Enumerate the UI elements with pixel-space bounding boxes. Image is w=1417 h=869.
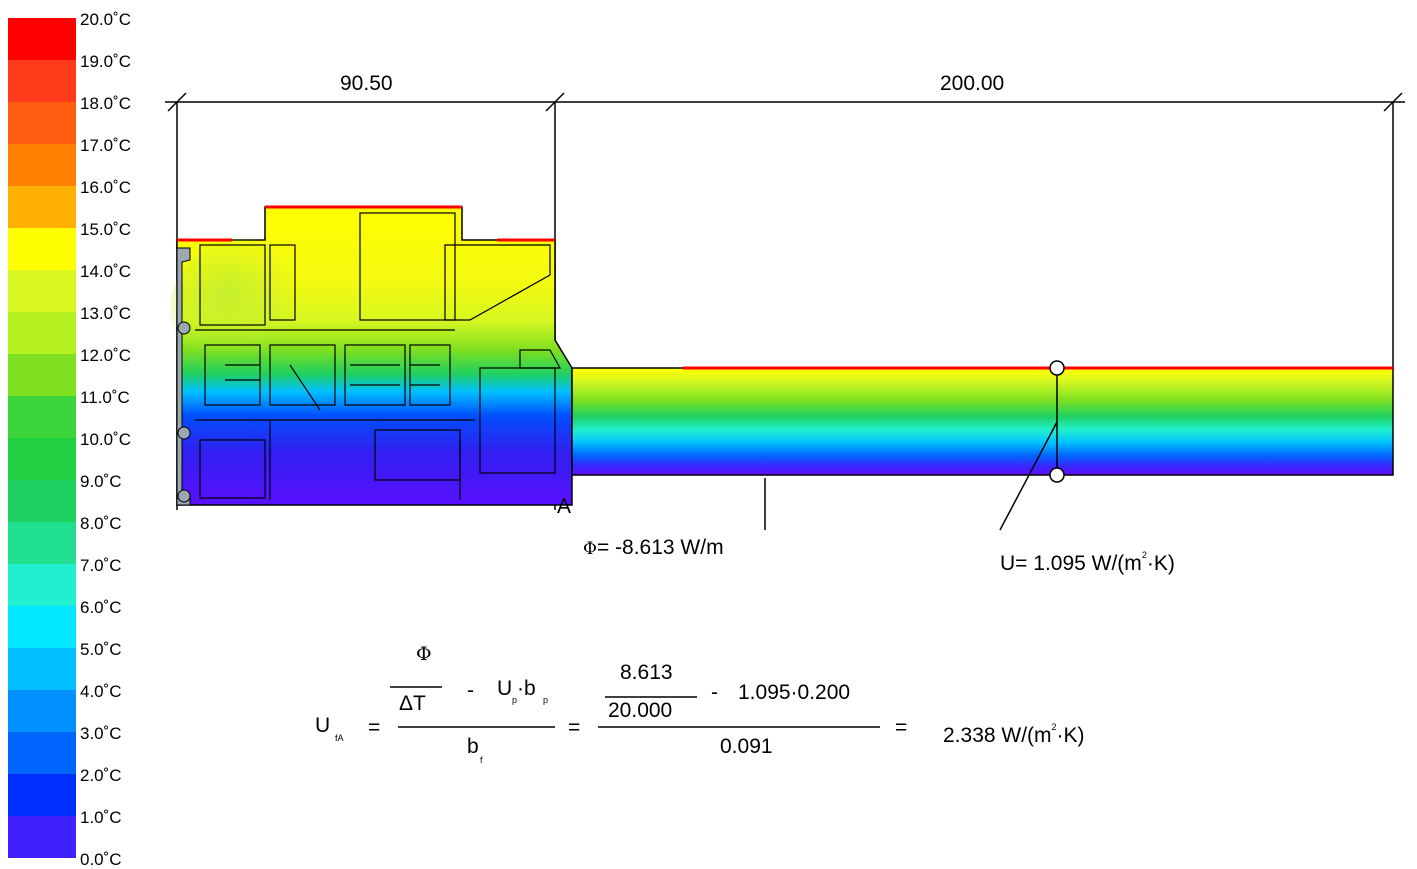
legend-swatch	[8, 816, 76, 858]
formula-bf: b	[467, 735, 479, 758]
legend-swatch	[8, 312, 76, 354]
point-a-label: A	[557, 495, 572, 518]
legend-swatch	[8, 606, 76, 648]
legend-swatch	[8, 564, 76, 606]
legend-label: 15.0˚C	[80, 220, 132, 239]
legend-label: 9.0˚C	[80, 472, 122, 491]
frame-width-dimension: 90.50	[340, 72, 393, 95]
formula-bp-subscript: p	[543, 695, 549, 705]
formula-result-exponent: 2	[1051, 722, 1057, 732]
legend-swatch	[8, 732, 76, 774]
legend-swatch	[8, 102, 76, 144]
formula-n4: 0.091	[720, 735, 773, 758]
insulation-panel	[571, 366, 1394, 476]
legend-label: 18.0˚C	[80, 94, 132, 113]
formula-equals-2: =	[568, 716, 581, 739]
legend-label: 2.0˚C	[80, 766, 122, 785]
legend-swatch	[8, 648, 76, 690]
panel-width-dimension: 200.00	[940, 72, 1005, 95]
formula-lhs-subscript: fA	[335, 733, 344, 743]
legend-swatch	[8, 144, 76, 186]
legend-label: 13.0˚C	[80, 304, 132, 323]
formula-result-value: 2.338 W/(m	[943, 724, 1052, 747]
formula-n1: 8.613	[620, 661, 673, 684]
legend-label: 17.0˚C	[80, 136, 132, 155]
formula-fraction-bars	[390, 686, 880, 728]
formula-n3: 1.095·0.200	[738, 681, 851, 704]
formula-result: 2.338 W/(m2·K)	[943, 717, 1085, 746]
heat-flow-annotation: Φ= -8.613 W/m	[583, 537, 724, 560]
legend-label: 6.0˚C	[80, 598, 122, 617]
legend-label: 11.0˚C	[80, 388, 130, 407]
formula-n2: 20.000	[608, 699, 673, 722]
legend-swatch	[8, 522, 76, 564]
legend-swatch	[8, 60, 76, 102]
heat-flow-value: = -8.613 W/m	[596, 536, 724, 559]
legend-swatch	[8, 396, 76, 438]
legend-label: 5.0˚C	[80, 640, 122, 659]
u-value-marker	[764, 360, 1065, 531]
legend-label: 7.0˚C	[80, 556, 122, 575]
legend-swatch	[8, 480, 76, 522]
legend-swatch	[8, 186, 76, 228]
formula-bf-subscript: f	[480, 755, 483, 765]
legend-label: 16.0˚C	[80, 178, 132, 197]
legend-label: 1.0˚C	[80, 808, 122, 827]
legend-label: 8.0˚C	[80, 514, 122, 533]
formula-lhs: U	[315, 714, 331, 737]
legend-swatch	[8, 270, 76, 312]
formula-delta-t: ΔT	[399, 692, 426, 715]
window-frame-section	[170, 205, 573, 506]
u-value-tail: ·K)	[1146, 552, 1175, 575]
legend-label: 14.0˚C	[80, 262, 132, 281]
legend-label: 19.0˚C	[80, 52, 132, 71]
formula-result-tail: ·K)	[1056, 724, 1085, 747]
phi-symbol: Φ	[583, 539, 597, 559]
formula-phi: Φ	[416, 643, 432, 665]
u-symbol: U	[1000, 552, 1016, 575]
formula-minus-1: -	[467, 679, 474, 702]
formula-up-subscript: p	[512, 695, 518, 705]
legend-swatch	[8, 354, 76, 396]
temperature-legend-bar	[8, 18, 76, 858]
legend-label: 12.0˚C	[80, 346, 132, 365]
u-value-text: = 1.095 W/(m	[1015, 552, 1142, 575]
legend-label: 3.0˚C	[80, 724, 122, 743]
legend-swatch	[8, 228, 76, 270]
u-value-annotation: U= 1.095 W/(m2·K)	[1000, 545, 1175, 574]
legend-label: 20.0˚C	[80, 10, 132, 29]
legend-swatch	[8, 690, 76, 732]
formula-dot-b: ·b	[517, 677, 536, 700]
legend-swatch	[8, 438, 76, 480]
legend-swatch	[8, 774, 76, 816]
u-exponent: 2	[1141, 550, 1147, 560]
formula-equals-1: =	[368, 716, 381, 739]
legend-label: 10.0˚C	[80, 430, 132, 449]
legend-label: 4.0˚C	[80, 682, 122, 701]
formula-equals-3: =	[895, 716, 908, 739]
legend-swatch	[8, 18, 76, 60]
formula-minus-2: -	[711, 681, 718, 704]
formula-up: U	[497, 677, 513, 700]
